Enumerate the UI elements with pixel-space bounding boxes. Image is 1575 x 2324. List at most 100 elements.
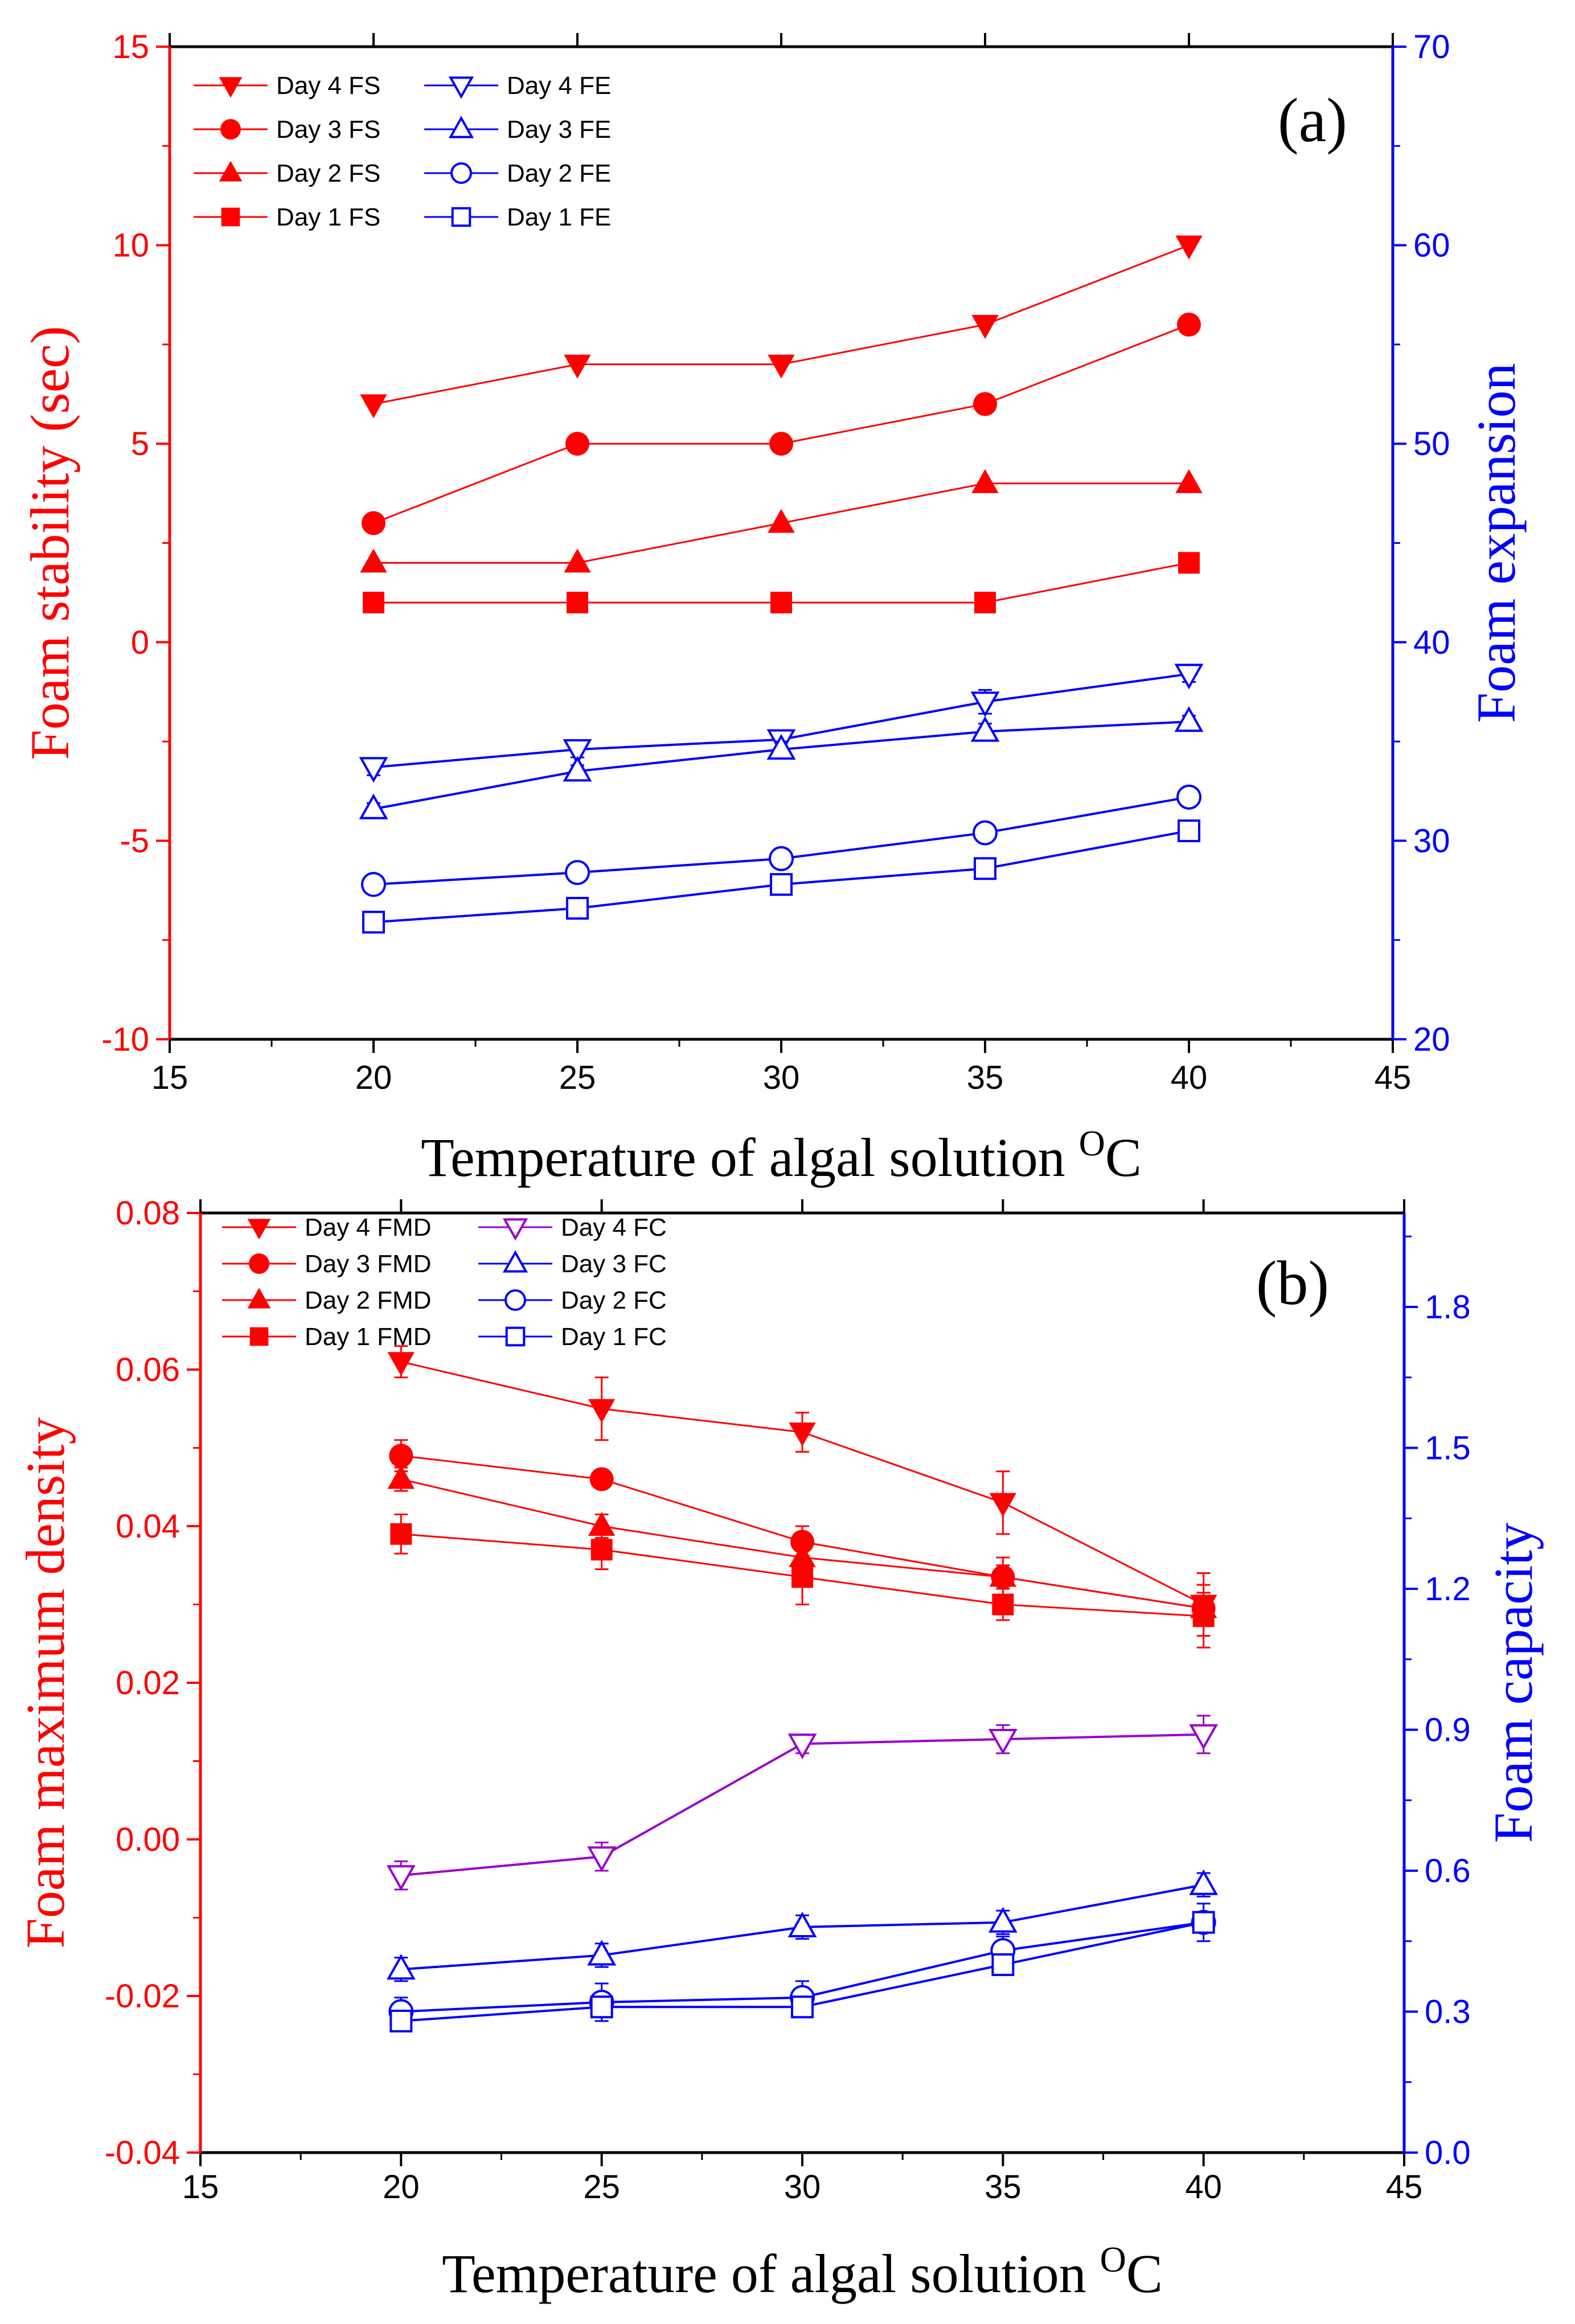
series-day-4-fc (386, 1715, 1219, 1891)
series-day-4-fmd (387, 1345, 1217, 1637)
x-axis-title-unit-sup: O (1079, 1123, 1105, 1163)
data-point (791, 1995, 814, 2019)
legend-entry: Day 2 FE (424, 159, 611, 187)
legend-marker (249, 1253, 269, 1274)
y-left-tick-label: -0.04 (105, 2134, 180, 2171)
data-point (992, 1593, 1014, 1616)
data-point (587, 1846, 617, 1872)
legend-label: Day 1 FMD (305, 1323, 431, 1351)
x-axis-title-space (1086, 2243, 1100, 2304)
chart-a: 15 20 25 30 35 40 45 -10 -5 0 5 10 15 20 30 40 50 60 70 Tem… (19, 28, 1527, 1188)
legend-marker (451, 207, 471, 227)
data-point (988, 1729, 1018, 1755)
x-tick-label: 25 (559, 1059, 596, 1096)
legend-entry: Day 4 FC (478, 1214, 667, 1241)
data-point (766, 733, 796, 760)
x-axis-title-unit-sup: O (1100, 2239, 1126, 2280)
data-point (1175, 469, 1203, 493)
series-day-3-fe (359, 706, 1204, 819)
legend-marker (219, 161, 243, 182)
data-point (1178, 552, 1200, 574)
x-axis-title-unit: C (1105, 1127, 1142, 1188)
data-point (359, 793, 388, 819)
x-axis-title-text: Temperature of algal solution (421, 1127, 1065, 1188)
y-left-tick-label: 5 (131, 425, 149, 462)
y-left-tick-label: -10 (101, 1021, 149, 1058)
y-right-tick-label: 1.5 (1425, 1430, 1471, 1467)
legend-marker (220, 119, 241, 140)
data-point (989, 1493, 1017, 1517)
legend-label: Day 1 FC (561, 1323, 667, 1351)
data-point (389, 1444, 413, 1468)
y-left-tick-label: -0.02 (105, 1978, 180, 2015)
y-right-tick-label: 70 (1413, 28, 1450, 65)
data-point (1192, 1911, 1215, 1934)
legend-entry: Day 3 FE (424, 116, 611, 144)
y-right-tick-label: 0.3 (1425, 1994, 1471, 2031)
legend-marker (448, 116, 474, 138)
y-right-axis-title: Foam expansion (1466, 363, 1527, 723)
x-tick-label: 45 (1386, 2169, 1423, 2206)
legend-entry: Day 3 FC (478, 1250, 667, 1278)
legend-entry: Day 1 FC (478, 1323, 667, 1351)
y-right-tick-label: 60 (1413, 227, 1450, 264)
y-right-tick-label: 20 (1413, 1021, 1450, 1058)
legend-entry: Day 1 FS (194, 203, 380, 231)
x-tick-label: 40 (1171, 1059, 1208, 1096)
y-left-tick-label: 0.06 (116, 1351, 180, 1388)
data-point (590, 1539, 613, 1561)
legend-label: Day 4 FS (276, 72, 380, 100)
data-point (563, 756, 592, 782)
y-left-tick-label: 15 (112, 28, 149, 65)
legend-label: Day 3 FC (561, 1250, 667, 1278)
x-axis-title: Temperature of algal solution OC (442, 2239, 1163, 2304)
y-left-tick-label: 0.08 (116, 1195, 180, 1232)
legend-marker (502, 1218, 528, 1241)
data-point (588, 1399, 616, 1423)
data-point (587, 1940, 617, 1966)
data-point (387, 1465, 415, 1489)
series-day-1-fs (363, 552, 1200, 614)
series-day-1-fc (389, 1911, 1215, 2032)
legend-label: Day 4 FC (561, 1214, 667, 1241)
panel-label: (b) (1256, 1248, 1329, 1318)
series-day-1-fe (362, 819, 1200, 934)
x-tick-label: 30 (763, 1059, 800, 1096)
data-point (974, 857, 996, 880)
x-tick-label: 15 (182, 2169, 219, 2206)
legend-label: Day 4 FE (507, 72, 611, 100)
y-right-tick-label: 40 (1413, 624, 1450, 661)
data-point (1192, 1605, 1215, 1628)
series-day-3-fc (386, 1869, 1219, 1982)
y-right-tick-label: 30 (1413, 822, 1450, 859)
legend-label: Day 2 FE (507, 159, 611, 187)
legend-marker (247, 1219, 271, 1240)
data-point (768, 354, 795, 379)
data-point (566, 896, 589, 920)
data-point (359, 757, 388, 783)
legend-marker (221, 207, 240, 227)
data-point (1177, 313, 1201, 337)
data-point (564, 548, 591, 573)
data-point (791, 1566, 813, 1588)
legend-marker (249, 1327, 269, 1346)
data-point (387, 1352, 415, 1376)
y-left-axis-title: Foam maximum density (15, 1417, 76, 1948)
data-point (973, 392, 997, 416)
series-day-1-fmd (390, 1513, 1215, 1649)
series-day-2-fs (360, 469, 1203, 573)
data-point (971, 315, 999, 339)
data-point (1178, 819, 1200, 842)
data-point (565, 860, 590, 886)
y-right-tick-label: 0.9 (1425, 1712, 1471, 1749)
data-point (788, 1911, 817, 1937)
data-point (1175, 235, 1203, 260)
data-point (768, 509, 795, 533)
data-point (991, 1953, 1015, 1976)
data-point (770, 873, 793, 896)
y-right-tick-label: 1.2 (1425, 1571, 1471, 1608)
y-left-tick-label: 0.04 (116, 1508, 180, 1545)
x-axis-title-unit: C (1126, 2243, 1163, 2304)
